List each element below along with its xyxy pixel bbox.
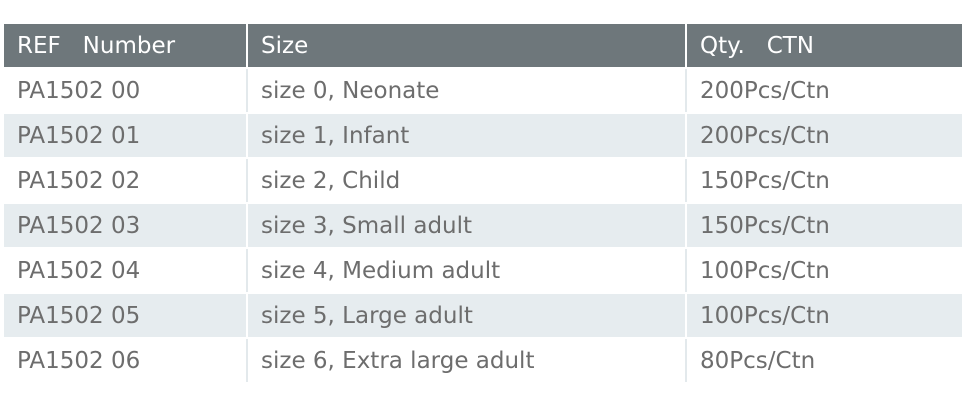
cell-ref-number: PA1502 00 <box>4 68 248 114</box>
table-row: PA1502 02 size 2, Child 150Pcs/Ctn <box>4 158 962 204</box>
cell-size: size 6, Extra large adult <box>247 338 687 384</box>
cell-qty: 200Pcs/Ctn <box>686 68 962 114</box>
cell-qty: 100Pcs/Ctn <box>686 293 962 339</box>
cell-ref-number: PA1502 06 <box>4 338 248 384</box>
cell-size: size 4, Medium adult <box>247 248 687 294</box>
header-ref-number: REF Number <box>4 24 248 69</box>
cell-size: size 1, Infant <box>247 113 687 159</box>
cell-ref-number: PA1502 04 <box>4 248 248 294</box>
cell-qty: 100Pcs/Ctn <box>686 248 962 294</box>
header-qty-ctn: Qty. CTN <box>686 24 962 69</box>
table-row: PA1502 06 size 6, Extra large adult 80Pc… <box>4 338 962 384</box>
cell-size: size 0, Neonate <box>247 68 687 114</box>
cell-ref-number: PA1502 03 <box>4 203 248 249</box>
cell-size: size 2, Child <box>247 158 687 204</box>
cell-qty: 200Pcs/Ctn <box>686 113 962 159</box>
cell-ref-number: PA1502 02 <box>4 158 248 204</box>
table-row: PA1502 04 size 4, Medium adult 100Pcs/Ct… <box>4 248 962 294</box>
cell-ref-number: PA1502 05 <box>4 293 248 339</box>
table-row: PA1502 03 size 3, Small adult 150Pcs/Ctn <box>4 203 962 249</box>
product-table: REF Number Size Qty. CTN PA1502 00 size … <box>4 24 962 384</box>
cell-size: size 5, Large adult <box>247 293 687 339</box>
cell-ref-number: PA1502 01 <box>4 113 248 159</box>
header-size: Size <box>247 24 687 69</box>
cell-qty: 80Pcs/Ctn <box>686 338 962 384</box>
table-row: PA1502 05 size 5, Large adult 100Pcs/Ctn <box>4 293 962 339</box>
table-row: PA1502 01 size 1, Infant 200Pcs/Ctn <box>4 113 962 159</box>
table-header-row: REF Number Size Qty. CTN <box>4 24 962 69</box>
cell-qty: 150Pcs/Ctn <box>686 158 962 204</box>
cell-size: size 3, Small adult <box>247 203 687 249</box>
cell-qty: 150Pcs/Ctn <box>686 203 962 249</box>
product-table-container: REF Number Size Qty. CTN PA1502 00 size … <box>4 24 962 384</box>
table-row: PA1502 00 size 0, Neonate 200Pcs/Ctn <box>4 68 962 114</box>
